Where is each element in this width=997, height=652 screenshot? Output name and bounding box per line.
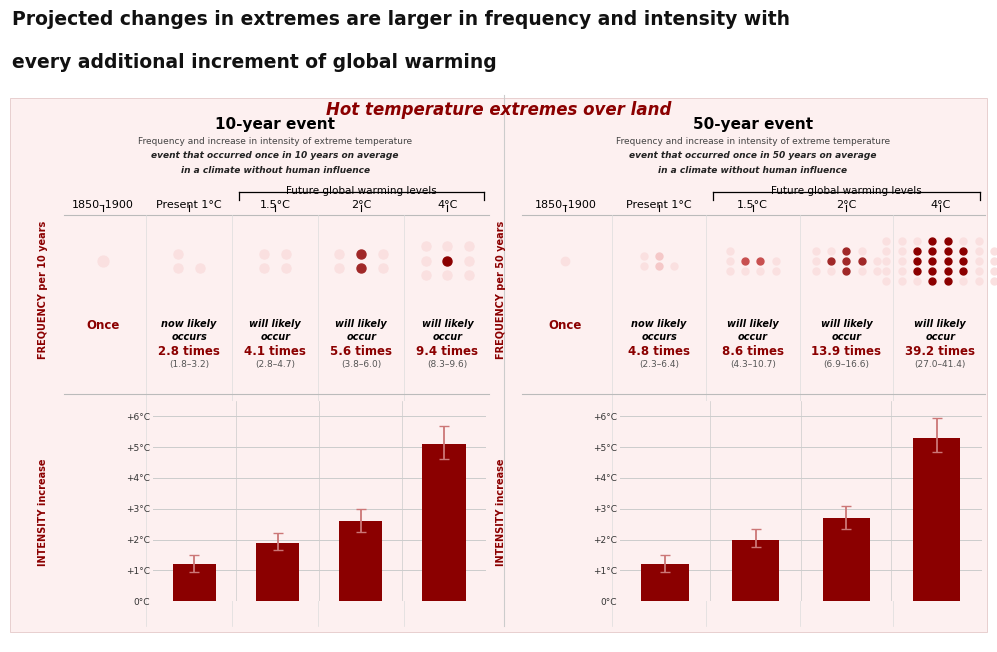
Text: (2.3–6.4): (2.3–6.4)	[639, 360, 679, 368]
Text: will likely: will likely	[422, 319, 474, 329]
Text: will likely: will likely	[727, 319, 779, 329]
Text: will likely: will likely	[914, 319, 966, 329]
Text: occurs: occurs	[171, 333, 207, 342]
Text: occur: occur	[738, 333, 768, 342]
Text: (8.3–9.6): (8.3–9.6)	[428, 360, 468, 368]
Bar	[256, 542, 299, 601]
Bar	[913, 438, 960, 601]
Text: event that occurred once in 50 years on average: event that occurred once in 50 years on …	[629, 151, 876, 160]
Text: 2°C: 2°C	[351, 200, 372, 210]
Text: (6.9–16.6): (6.9–16.6)	[824, 360, 869, 368]
Text: Hot temperature extremes over land: Hot temperature extremes over land	[326, 101, 671, 119]
Text: in a climate without human influence: in a climate without human influence	[658, 166, 847, 175]
Text: 4°C: 4°C	[438, 200, 458, 210]
Text: Once: Once	[86, 319, 120, 333]
Text: 4.1 times: 4.1 times	[244, 345, 306, 358]
Text: (2.8–4.7): (2.8–4.7)	[255, 360, 295, 368]
Text: 4.8 times: 4.8 times	[628, 345, 690, 358]
FancyBboxPatch shape	[10, 98, 987, 632]
Text: Future global warming levels: Future global warming levels	[771, 186, 922, 196]
Text: 2°C: 2°C	[836, 200, 856, 210]
Bar	[823, 518, 869, 601]
Text: INTENSITY increase: INTENSITY increase	[38, 458, 48, 565]
Text: 8.6 times: 8.6 times	[722, 345, 784, 358]
Text: occur: occur	[346, 333, 376, 342]
Text: 1850–1900: 1850–1900	[534, 200, 596, 210]
Text: 4°C: 4°C	[930, 200, 950, 210]
Text: 39.2 times: 39.2 times	[905, 345, 975, 358]
Text: occur: occur	[433, 333, 463, 342]
Text: Once: Once	[548, 319, 582, 333]
Text: occurs: occurs	[641, 333, 677, 342]
Bar	[641, 564, 689, 601]
Text: every additional increment of global warming: every additional increment of global war…	[12, 53, 497, 72]
Text: occur: occur	[831, 333, 861, 342]
Text: Projected changes in extremes are larger in frequency and intensity with: Projected changes in extremes are larger…	[12, 10, 790, 29]
Text: Future global warming levels: Future global warming levels	[286, 186, 437, 196]
Text: will likely: will likely	[335, 319, 387, 329]
Text: 1850–1900: 1850–1900	[72, 200, 134, 210]
Text: 50-year event: 50-year event	[693, 117, 813, 132]
Text: (27.0–41.4): (27.0–41.4)	[914, 360, 966, 368]
Text: will likely: will likely	[821, 319, 872, 329]
Text: FREQUENCY per 10 years: FREQUENCY per 10 years	[38, 221, 48, 359]
Text: Frequency and increase in intensity of extreme temperature: Frequency and increase in intensity of e…	[616, 137, 889, 146]
Text: 1.5°C: 1.5°C	[738, 200, 768, 210]
Text: 5.6 times: 5.6 times	[330, 345, 392, 358]
Text: 10-year event: 10-year event	[215, 117, 335, 132]
Text: will likely: will likely	[249, 319, 301, 329]
Text: Present 1°C: Present 1°C	[157, 200, 222, 210]
Bar	[339, 521, 383, 601]
Text: event that occurred once in 10 years on average: event that occurred once in 10 years on …	[152, 151, 399, 160]
Text: FREQUENCY per 50 years: FREQUENCY per 50 years	[497, 221, 506, 359]
Text: now likely: now likely	[631, 319, 687, 329]
Bar	[423, 444, 466, 601]
Text: now likely: now likely	[162, 319, 216, 329]
Text: occur: occur	[925, 333, 955, 342]
Text: (4.3–10.7): (4.3–10.7)	[730, 360, 776, 368]
Text: Present 1°C: Present 1°C	[626, 200, 692, 210]
Bar	[732, 540, 779, 601]
Text: 1.5°C: 1.5°C	[260, 200, 290, 210]
Text: 13.9 times: 13.9 times	[812, 345, 881, 358]
Text: in a climate without human influence: in a climate without human influence	[180, 166, 370, 175]
Text: INTENSITY increase: INTENSITY increase	[497, 458, 506, 565]
Text: (1.8–3.2): (1.8–3.2)	[168, 360, 209, 368]
Text: 9.4 times: 9.4 times	[417, 345, 479, 358]
Text: 2.8 times: 2.8 times	[159, 345, 220, 358]
Text: occur: occur	[260, 333, 290, 342]
Text: (3.8–6.0): (3.8–6.0)	[341, 360, 382, 368]
Text: Frequency and increase in intensity of extreme temperature: Frequency and increase in intensity of e…	[139, 137, 412, 146]
Bar	[172, 564, 216, 601]
